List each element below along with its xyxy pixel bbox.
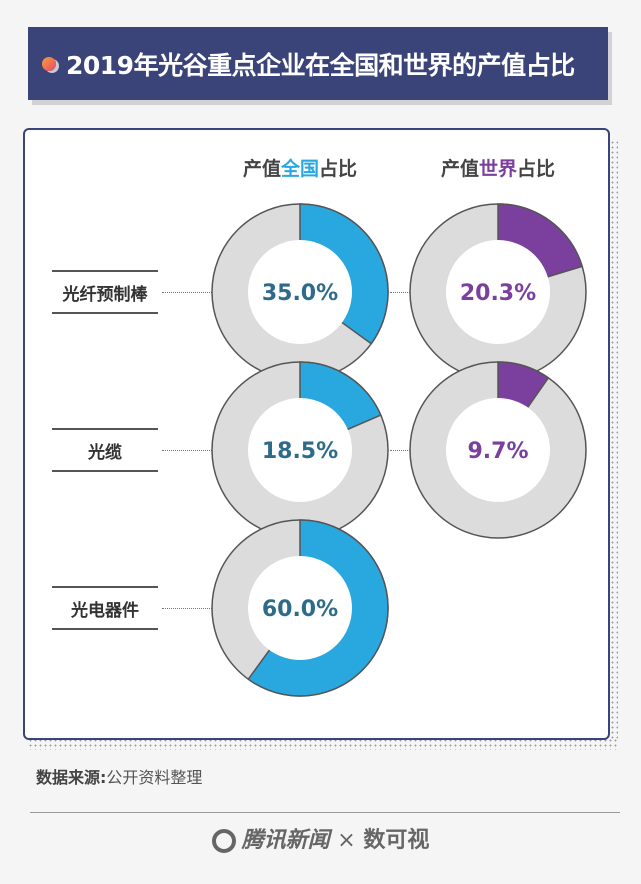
- donut-hole: [248, 556, 352, 660]
- data-label: 60.0%: [262, 597, 338, 622]
- data-source: 数据来源:公开资料整理: [36, 768, 203, 787]
- column-header-world: 产值世界占比: [440, 158, 556, 180]
- chart-title: 2019年光谷重点企业在全国和世界的产值占比: [66, 50, 575, 80]
- leader-line: [390, 292, 412, 293]
- donut-hole: [446, 398, 550, 502]
- row-label-preform: 光纤预制棒: [52, 270, 158, 314]
- column-header-national: 产值全国占比: [242, 158, 358, 180]
- bullet-icon: [42, 56, 56, 71]
- footer-logo: 腾讯新闻 × 数可视: [0, 822, 641, 854]
- donut-hole: [248, 398, 352, 502]
- data-label: 9.7%: [467, 439, 528, 464]
- leader-line: [162, 292, 212, 293]
- divider: [30, 812, 620, 813]
- data-label: 20.3%: [460, 281, 536, 306]
- leader-line: [162, 450, 212, 451]
- data-label: 18.5%: [262, 439, 338, 464]
- dotted-shadow-side: [610, 140, 618, 740]
- data-label: 35.0%: [262, 281, 338, 306]
- tencent-news-icon: [211, 829, 236, 853]
- donut-hole: [248, 240, 352, 344]
- dotted-shadow: [28, 738, 618, 750]
- leader-line: [390, 450, 412, 451]
- donut-hole: [446, 240, 550, 344]
- title-bar: 2019年光谷重点企业在全国和世界的产值占比: [28, 27, 608, 100]
- row-label-optoelectronic: 光电器件: [52, 586, 158, 630]
- leader-line: [162, 608, 212, 609]
- row-label-cable: 光缆: [52, 428, 158, 472]
